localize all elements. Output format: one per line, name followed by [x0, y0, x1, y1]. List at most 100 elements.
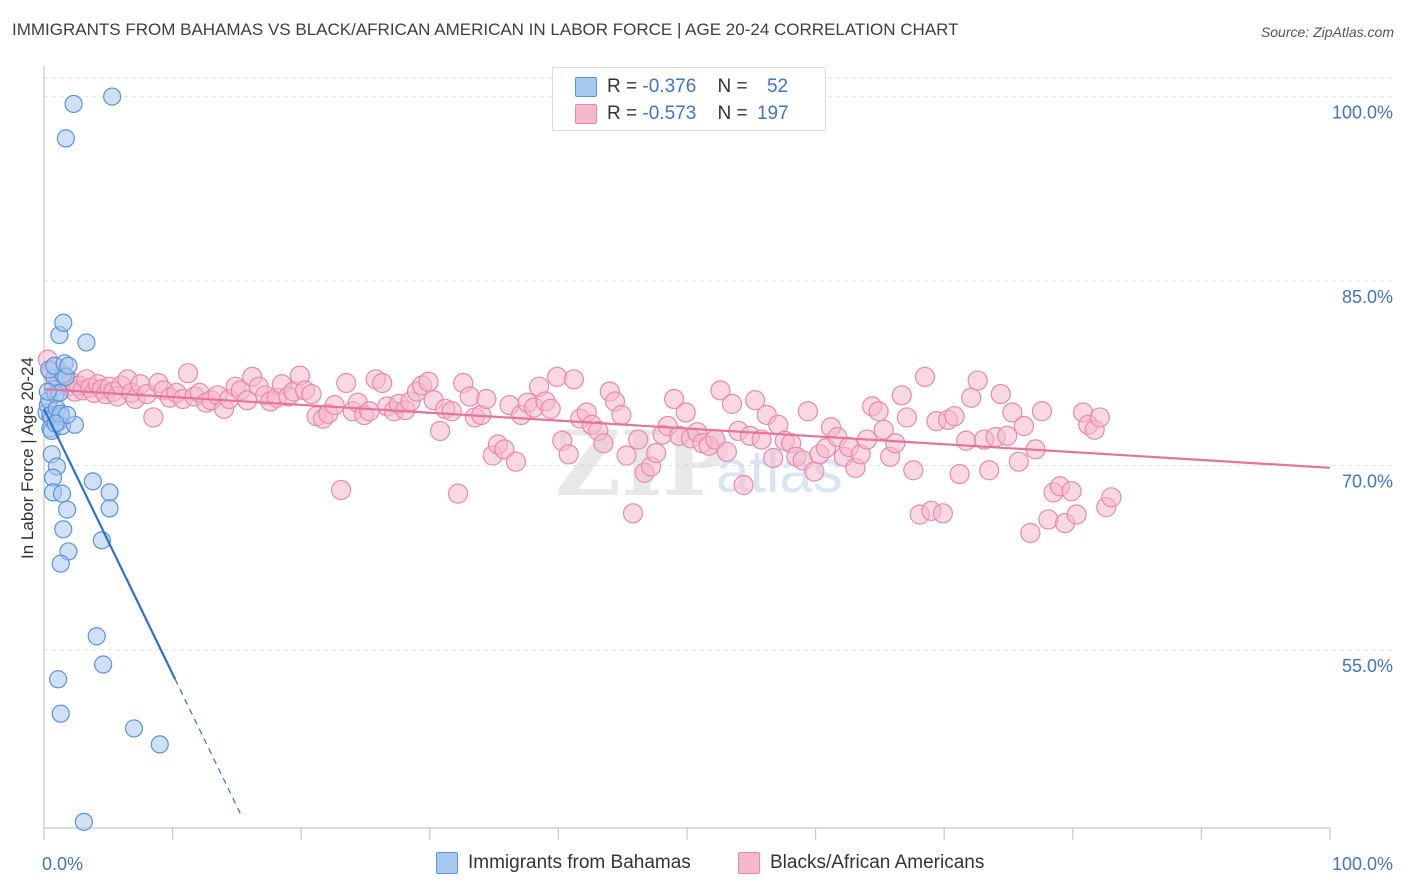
data-point-black [891, 385, 912, 406]
data-point-bahamas [77, 333, 96, 352]
legend-r-value: -0.376 [642, 76, 697, 97]
chart-title: IMMIGRANTS FROM BAHAMAS VS BLACK/AFRICAN… [12, 20, 959, 39]
data-point-bahamas [74, 812, 93, 831]
legend-r-value: -0.573 [642, 103, 697, 124]
trend-line-bahamas [43, 408, 177, 680]
data-point-black [885, 433, 906, 454]
data-point-bahamas [52, 484, 72, 503]
legend-swatch-pink [575, 103, 597, 124]
data-point-black [611, 404, 632, 426]
data-point-black [1089, 407, 1110, 428]
data-point-black [622, 503, 644, 524]
data-point-black [1002, 402, 1023, 423]
data-point-black [177, 363, 199, 384]
data-point-black [441, 401, 462, 422]
bottom-legend-bahamas: Immigrants from Bahamas [436, 852, 691, 874]
trend-lines [43, 388, 1331, 818]
data-point-bahamas [58, 500, 77, 519]
data-point-black [646, 442, 667, 464]
trend-line-bahamas-extension [174, 678, 243, 818]
grid-lines [44, 77, 1395, 651]
data-point-black [143, 407, 164, 428]
y-tick-label: 100.0% [1332, 103, 1393, 123]
data-point-black [949, 463, 970, 485]
data-point-black [616, 445, 637, 466]
data-point-black [336, 372, 357, 394]
bottom-legend-swatch-pink [738, 852, 760, 874]
data-point-black [418, 371, 439, 392]
x-tick-label: 0.0% [42, 854, 83, 874]
data-point-black [868, 401, 889, 422]
y-axis-title: In Labor Force | Age 20-24 [18, 357, 37, 559]
data-point-black [710, 380, 731, 401]
data-point-bahamas [87, 627, 106, 646]
x-tick-label: 100.0% [1332, 854, 1393, 874]
data-point-black [955, 430, 977, 451]
data-point-black [447, 483, 469, 504]
legend-r-label: R = [607, 76, 638, 97]
data-point-black [330, 479, 352, 501]
data-point-black [967, 370, 988, 391]
legend-row-black: R = -0.573 N = 197 [575, 103, 789, 127]
data-point-black [563, 369, 584, 390]
data-point-black [944, 406, 965, 427]
data-point-bahamas [100, 499, 119, 518]
data-point-bahamas [59, 356, 78, 375]
data-point-bahamas [100, 483, 119, 502]
data-point-bahamas [54, 520, 73, 539]
data-point-black [873, 419, 894, 440]
data-point-bahamas [64, 94, 83, 114]
data-point-black [1061, 481, 1082, 502]
y-tick-label: 55.0% [1342, 656, 1393, 676]
tick-labels: 55.0% 70.0% 85.0% 100.0% 0.0% 100.0% [42, 103, 1393, 874]
data-point-black [664, 388, 685, 410]
data-point-black [505, 451, 527, 472]
data-point-black [1101, 487, 1122, 508]
data-point-bahamas [124, 719, 144, 738]
data-point-black [914, 366, 936, 387]
legend-n-label: N = [717, 103, 748, 124]
data-point-black [745, 390, 766, 411]
data-point-bahamas [103, 87, 122, 106]
data-point-black [721, 393, 743, 415]
data-point-black [459, 386, 480, 407]
data-point-black [540, 398, 561, 419]
data-point-black [593, 433, 614, 454]
data-point-black [990, 383, 1011, 405]
series-immigrants-from-bahamas [37, 87, 169, 831]
data-point-black [763, 447, 784, 469]
legend-r-label: R = [607, 103, 638, 124]
data-point-black [359, 401, 380, 422]
data-point-bahamas [83, 472, 102, 491]
y-tick-label: 85.0% [1342, 287, 1393, 307]
data-point-black [1020, 522, 1041, 544]
data-point-black [1031, 401, 1053, 422]
legend-n-value: 52 [766, 76, 789, 97]
data-point-bahamas [51, 704, 70, 723]
data-point-bahamas [150, 735, 169, 754]
data-point-black [997, 425, 1018, 446]
bottom-legend-swatch-blue [436, 852, 458, 874]
trend-line-black [43, 388, 1331, 469]
data-point-black [1013, 415, 1035, 437]
y-tick-label: 70.0% [1342, 471, 1393, 491]
legend-row-bahamas: R = -0.376 N = 52 [575, 76, 788, 100]
axes [43, 66, 1331, 840]
data-point-black [797, 401, 818, 422]
data-point-black [1038, 509, 1059, 530]
data-point-black [733, 474, 754, 496]
legend-swatch-blue [575, 76, 597, 97]
data-point-black [301, 383, 322, 405]
data-point-black [896, 407, 918, 428]
data-point-bahamas [94, 655, 113, 674]
data-point-black [1066, 504, 1087, 525]
bottom-legend-label-bahamas: Immigrants from Bahamas [468, 852, 691, 874]
legend-n-label: N = [717, 76, 748, 97]
data-point-bahamas [49, 670, 68, 689]
data-point-black [675, 402, 696, 423]
bottom-legend-black: Blacks/African Americans [738, 852, 984, 874]
data-point-black [558, 444, 579, 465]
data-point-black [1008, 451, 1029, 472]
data-point-bahamas [46, 414, 65, 433]
data-point-bahamas [38, 382, 57, 401]
